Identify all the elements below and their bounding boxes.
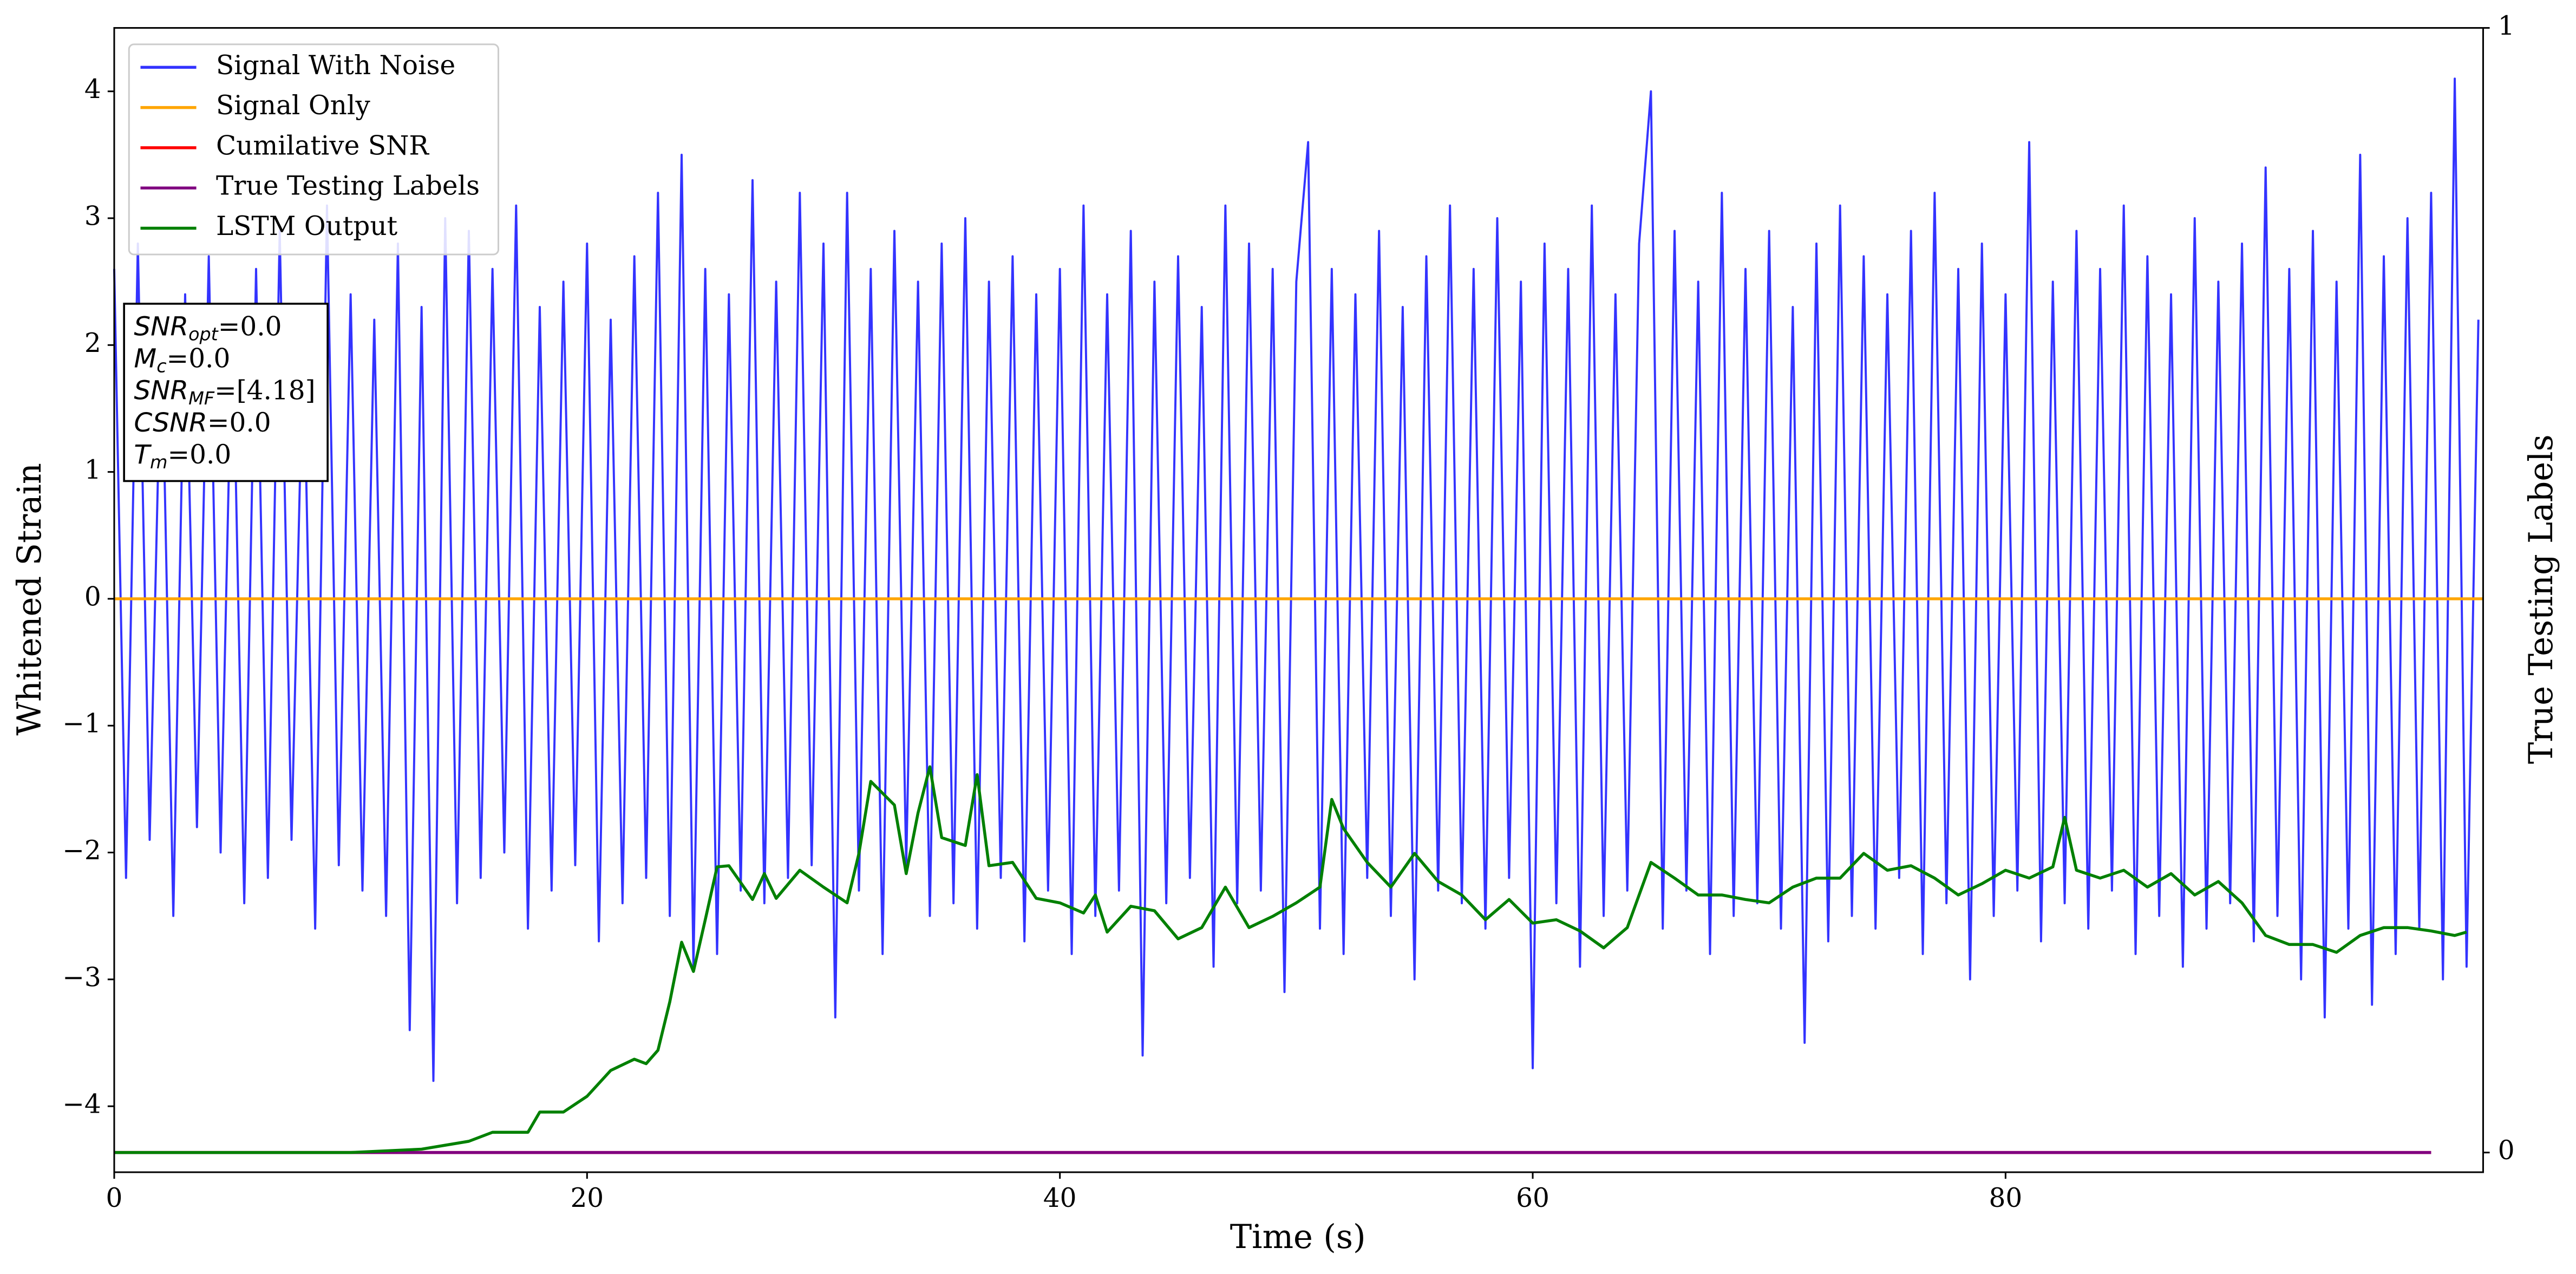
annotation-value: =0.0	[167, 343, 231, 374]
annotation-value: =0.0	[218, 311, 282, 342]
y-tick-label: −4	[62, 1089, 101, 1120]
y-tick-label: 3	[84, 201, 101, 232]
annotation-frame	[123, 303, 329, 482]
annotation-symbol: SNR	[134, 376, 188, 406]
y-tick-label: 2	[84, 328, 101, 358]
annotation-subscript: c	[156, 355, 166, 376]
annotation-line: Tm=0.0	[134, 439, 231, 472]
annotation-symbol: M	[134, 344, 156, 374]
y-tick-label: 4	[84, 74, 101, 104]
legend-box	[128, 43, 500, 256]
legend-label: Signal Only	[216, 90, 370, 121]
legend-label: Signal With Noise	[216, 50, 455, 81]
x-tick-label: 0	[106, 1183, 123, 1213]
y2-tick-label: 1	[2498, 11, 2515, 41]
y-tick-label: 1	[84, 455, 101, 485]
x-axis-label: Time (s)	[1230, 1218, 1366, 1256]
annotation-symbol: CSNR	[134, 408, 207, 438]
annotation-value: =[4.18]	[214, 375, 315, 406]
annotation-value: =0.0	[207, 407, 271, 437]
series-line	[113, 77, 2480, 1082]
annotation-value: =0.0	[167, 439, 231, 469]
x-tick-label: 40	[1043, 1183, 1077, 1213]
y-tick-label: 0	[84, 582, 101, 612]
y-axis-label: Whitened Strain	[11, 463, 49, 735]
y-tick-label: −1	[62, 709, 101, 739]
annotation-line: Mc=0.0	[134, 343, 230, 376]
x-tick-label: 20	[570, 1183, 604, 1213]
plot-area	[113, 77, 2483, 1154]
annotation-box: SNRopt=0.0Mc=0.0SNRMF=[4.18]CSNR=0.0Tm=0…	[123, 303, 329, 482]
x-tick-label: 80	[1989, 1183, 2023, 1213]
legend-label: True Testing Labels	[216, 171, 480, 201]
legend-label: LSTM Output	[216, 211, 398, 241]
annotation-line: SNRopt=0.0	[134, 311, 282, 344]
series-line	[114, 765, 2467, 1154]
annotation-subscript: MF	[188, 387, 215, 408]
annotation-line: SNRMF=[4.18]	[134, 375, 315, 408]
y2-axis-label: True Testing Labels	[2522, 434, 2560, 764]
y2-tick-label: 0	[2498, 1135, 2515, 1166]
legend: Signal With Noise Signal Only Cumilative S…	[128, 43, 500, 256]
x-tick-label: 60	[1516, 1183, 1549, 1213]
y-tick-label: −2	[62, 835, 101, 866]
annotation-subscript: m	[150, 452, 167, 473]
plot-frame	[113, 27, 2484, 1173]
annotation-subscript: opt	[188, 323, 219, 344]
annotation-symbol: T	[134, 440, 152, 470]
legend-label: Cumilative SNR	[216, 130, 429, 161]
annotation-symbol: SNR	[134, 311, 188, 342]
annotation-line: CSNR=0.0	[134, 407, 271, 438]
y-tick-label: −3	[62, 962, 101, 992]
